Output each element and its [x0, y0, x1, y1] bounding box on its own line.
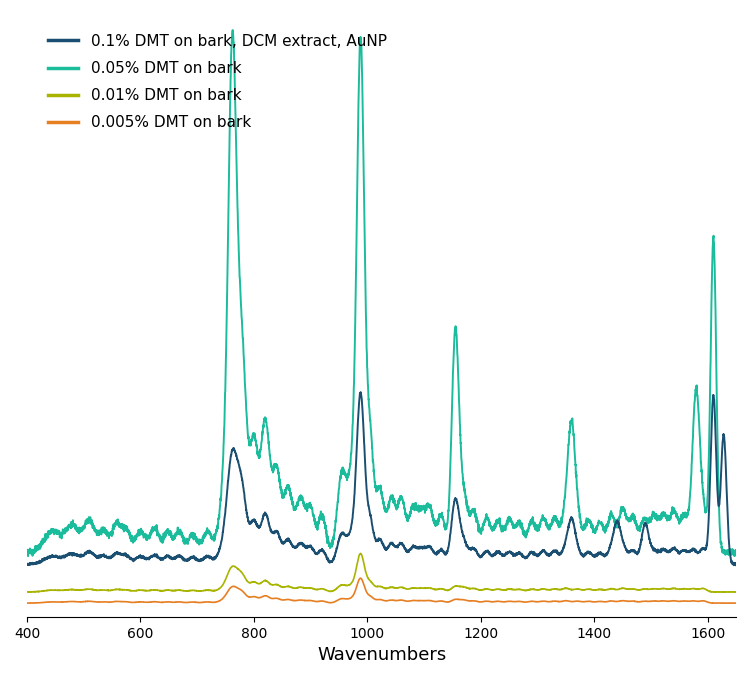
Legend: 0.1% DMT on bark, DCM extract, AuNP, 0.05% DMT on bark, 0.01% DMT on bark, 0.005: 0.1% DMT on bark, DCM extract, AuNP, 0.0…	[42, 28, 393, 136]
X-axis label: Wavenumbers: Wavenumbers	[317, 646, 446, 664]
